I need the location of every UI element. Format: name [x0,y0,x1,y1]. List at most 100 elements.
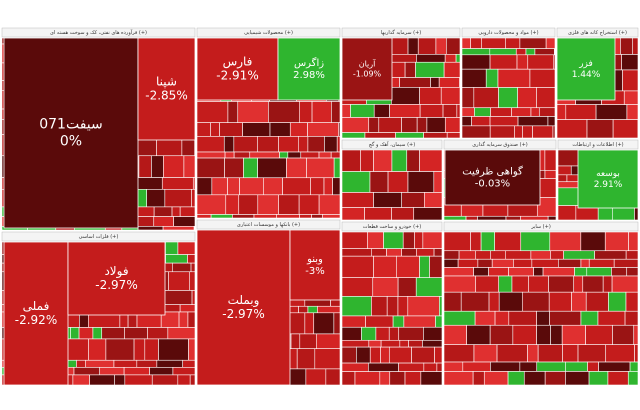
tile-filler [544,371,566,386]
sector-title[interactable]: فلزات اساسی (+) [79,234,119,240]
tile-filler [386,296,399,317]
tile[interactable] [289,229,341,301]
tile-filler [598,361,631,372]
sector-header [556,27,639,38]
tile-filler [587,361,599,372]
tile-filler [187,311,196,328]
sector-title[interactable]: خودرو و ساخت قطعات (+) [363,224,421,230]
tile-filler [497,68,531,88]
tile-filler [557,149,581,167]
sector-header [341,139,443,150]
tile-filler [520,215,549,221]
tile-filler [444,54,457,63]
tile-filler [548,291,572,312]
tile[interactable] [577,149,639,209]
tile[interactable] [196,229,291,386]
tile-filler [177,374,191,386]
tile-filler [461,125,491,139]
tile[interactable] [444,149,541,206]
tile-filler [629,361,639,372]
sector-title[interactable]: محصولات شیمیایی (+) [244,30,293,36]
sector-title[interactable]: مواد و محصولات دارویی (+) [478,30,538,36]
tile-name: سیفت071 [39,117,103,133]
tile-filler [423,132,448,139]
tile[interactable] [3,241,69,386]
tile-filler [210,214,233,219]
tile[interactable] [556,37,616,101]
tile-filler [172,367,196,376]
tile-name: فارس [223,54,253,69]
tile-filler [489,116,519,127]
tile-filler [401,117,418,133]
tile-filler [224,157,244,179]
tile-filler [553,54,556,70]
tile[interactable] [196,37,279,101]
tile-filler [580,258,590,268]
tile-filler [455,54,461,63]
tile-filler [227,177,240,196]
tile-filler [517,116,549,127]
tile[interactable] [341,37,393,101]
tile-filler [307,305,318,314]
tile-filler [433,248,443,257]
tile-name: زاگرس [294,57,324,69]
tile-filler [465,215,478,221]
tile[interactable] [3,37,139,229]
sector-title[interactable]: فرآورده های نفتی، کک و سوخت هسته ای (+) [50,29,147,36]
tile-filler [300,151,320,159]
tile-filler [373,255,397,278]
tile-filler [475,250,491,260]
tile-filler [397,277,417,297]
sector-title[interactable]: سرمایه گذاریها (+) [381,29,422,36]
tile-filler [586,119,614,139]
tile-filler [423,326,443,341]
sector-title[interactable]: بانکها و موسسات اعتباری (+) [237,222,300,228]
tile-filler [341,231,368,249]
tile-filler [341,362,369,372]
tile-filler [416,248,435,257]
tile-filler [138,155,152,178]
tile-filler [527,344,539,363]
tile-filler [466,324,491,345]
tile-filler [389,104,421,118]
tile-filler [341,315,366,328]
tile[interactable] [67,241,166,316]
tile-filler [387,171,409,193]
tile-filler [233,136,258,153]
tile-filler [558,258,582,268]
sector-title[interactable]: سیمان، آهک و گچ (+) [369,141,415,148]
tile-filler [443,267,474,277]
tile-filler [402,231,415,249]
tile-filler [620,37,634,55]
tile[interactable] [277,37,341,101]
tile-filler [379,371,391,386]
tile-filler [341,132,366,139]
sector-title[interactable]: سایر (+) [530,224,551,230]
tile-filler [196,122,211,137]
sector-title[interactable]: استخراج کانه های فلزی (+) [568,30,627,36]
sector-title[interactable]: اطلاعات و ارتباطات (+) [572,142,623,148]
tile-filler [607,371,629,386]
sector-title[interactable]: صندوق سرمایه گذاری (+) [472,141,528,148]
tile-filler [512,324,537,345]
tile-filler [92,327,103,340]
tile-filler [188,338,196,361]
tile-filler [413,207,443,221]
tile-filler [187,254,196,264]
tile-filler [460,291,490,312]
tile-change: 2.91% [594,180,623,190]
tile-filler [395,132,424,139]
tile-filler [224,151,235,159]
tile-name: فولاد [104,264,128,279]
tile-filler [354,371,381,386]
sector-header [1,27,196,38]
tile-filler [547,116,556,127]
tile[interactable] [137,37,196,141]
tile-filler [505,215,521,221]
tile-filler [364,207,392,221]
tile-filler [461,116,472,127]
tile-filler [416,117,428,133]
tile-filler [446,37,461,55]
tile-filler [562,344,579,363]
tile-change: -2.91% [216,69,258,83]
